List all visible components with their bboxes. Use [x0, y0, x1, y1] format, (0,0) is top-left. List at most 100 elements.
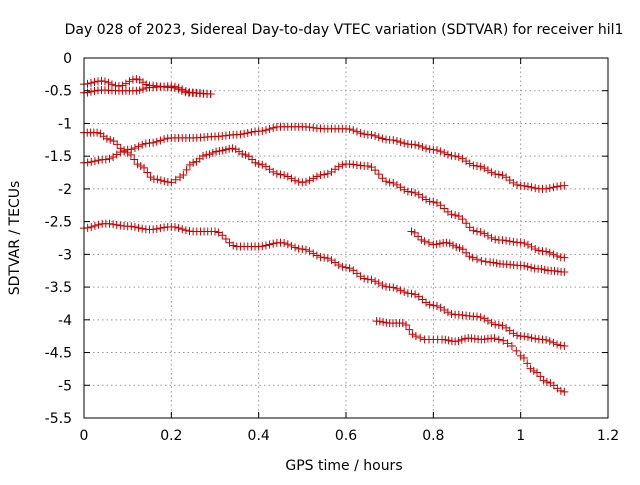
data-point-marker — [523, 333, 532, 341]
data-point-marker — [520, 332, 529, 341]
data-point-marker — [499, 336, 508, 345]
y-tick-label: -1 — [58, 116, 72, 132]
data-point-marker — [502, 236, 511, 245]
data-point-marker — [323, 254, 332, 263]
data-point-marker — [382, 177, 391, 186]
data-point-marker — [356, 129, 365, 138]
data-point-marker — [272, 169, 281, 178]
data-point-marker — [425, 197, 434, 206]
data-point-marker — [476, 228, 485, 237]
x-tick-label: 1.2 — [597, 428, 619, 444]
data-point-marker — [560, 387, 569, 396]
data-point-marker — [94, 156, 103, 165]
data-point-marker — [491, 320, 500, 329]
data-point-marker — [133, 160, 142, 169]
data-point-marker — [441, 335, 450, 344]
data-point-marker — [392, 284, 401, 293]
data-point-marker — [436, 147, 445, 156]
data-point-marker — [90, 78, 99, 87]
data-point-marker — [553, 340, 562, 349]
data-point-marker — [218, 146, 227, 155]
data-point-marker — [135, 86, 144, 95]
data-point-marker — [440, 148, 449, 157]
data-point-marker — [170, 82, 179, 91]
data-point-marker — [509, 329, 518, 338]
data-point-marker — [447, 210, 456, 219]
data-point-marker — [130, 155, 139, 164]
data-point-marker — [269, 123, 278, 132]
data-point-marker — [451, 211, 460, 220]
data-point-marker — [523, 359, 532, 368]
data-point-marker — [382, 282, 391, 291]
data-point-marker — [454, 152, 463, 161]
data-point-marker — [132, 74, 141, 83]
data-point-marker — [100, 77, 109, 86]
data-point-marker — [97, 76, 106, 85]
data-point-marker — [291, 176, 300, 185]
data-point-marker — [305, 247, 314, 256]
data-point-marker — [473, 162, 481, 170]
data-point-marker — [513, 180, 522, 189]
data-point-marker — [371, 166, 380, 175]
data-point-marker — [334, 261, 343, 269]
data-point-marker — [247, 128, 256, 137]
data-point-marker — [477, 256, 486, 265]
data-point-marker — [411, 290, 420, 299]
data-point-marker — [447, 309, 456, 318]
data-point-marker — [429, 301, 438, 310]
data-point-marker — [498, 321, 507, 330]
data-point-marker — [560, 181, 569, 190]
data-point-marker — [208, 148, 217, 157]
data-point-marker — [86, 87, 95, 96]
data-point-marker — [116, 144, 125, 153]
data-point-marker — [487, 168, 496, 177]
data-point-marker — [102, 134, 111, 143]
data-point-marker — [411, 332, 420, 341]
tick-layer: 0 0.2 0.4 0.6 0.8 1 1.2 0 -0.5 -1 -1.5 -2 -2.5 -3 -3.5… — [45, 51, 619, 444]
data-point-marker — [509, 178, 518, 187]
data-point-marker — [527, 242, 536, 251]
data-point-marker — [400, 139, 409, 148]
data-point-marker — [480, 229, 489, 238]
data-point-marker — [400, 185, 409, 194]
data-point-marker — [269, 239, 278, 248]
data-point-marker — [520, 181, 529, 190]
x-tick-label: 0.8 — [422, 428, 444, 444]
data-point-marker — [473, 227, 481, 236]
data-point-marker — [462, 248, 471, 257]
data-point-marker — [542, 247, 551, 256]
data-point-marker — [432, 146, 441, 155]
data-point-marker — [531, 184, 540, 193]
series-trace-5 — [80, 219, 569, 350]
data-point-marker — [182, 165, 191, 174]
data-point-marker — [516, 238, 525, 247]
y-tick-label: -2 — [58, 182, 72, 198]
data-point-marker — [90, 157, 99, 166]
data-point-marker — [531, 334, 540, 343]
data-point-marker — [261, 241, 270, 250]
data-point-marker — [140, 163, 149, 172]
data-point-marker — [294, 177, 303, 186]
data-point-marker — [389, 283, 398, 292]
data-point-marker — [170, 223, 179, 232]
data-point-marker — [265, 125, 274, 134]
data-point-marker — [519, 354, 528, 363]
data-point-marker — [422, 144, 431, 153]
data-point-marker — [309, 174, 318, 183]
y-tick-label: 0 — [63, 51, 72, 67]
data-point-marker — [244, 152, 253, 161]
data-point-marker — [258, 127, 267, 136]
data-point-marker — [320, 170, 329, 179]
y-tick-label: -5.5 — [45, 411, 72, 427]
data-point-marker — [367, 275, 376, 284]
data-point-marker — [432, 240, 441, 249]
data-point-marker — [342, 263, 350, 272]
data-point-marker — [523, 240, 532, 249]
data-point-marker — [462, 219, 471, 228]
data-point-marker — [287, 174, 296, 183]
data-point-marker — [298, 245, 307, 254]
data-point-marker — [371, 131, 380, 140]
data-point-marker — [251, 158, 260, 167]
data-point-marker — [356, 272, 365, 281]
data-point-marker — [338, 262, 347, 271]
